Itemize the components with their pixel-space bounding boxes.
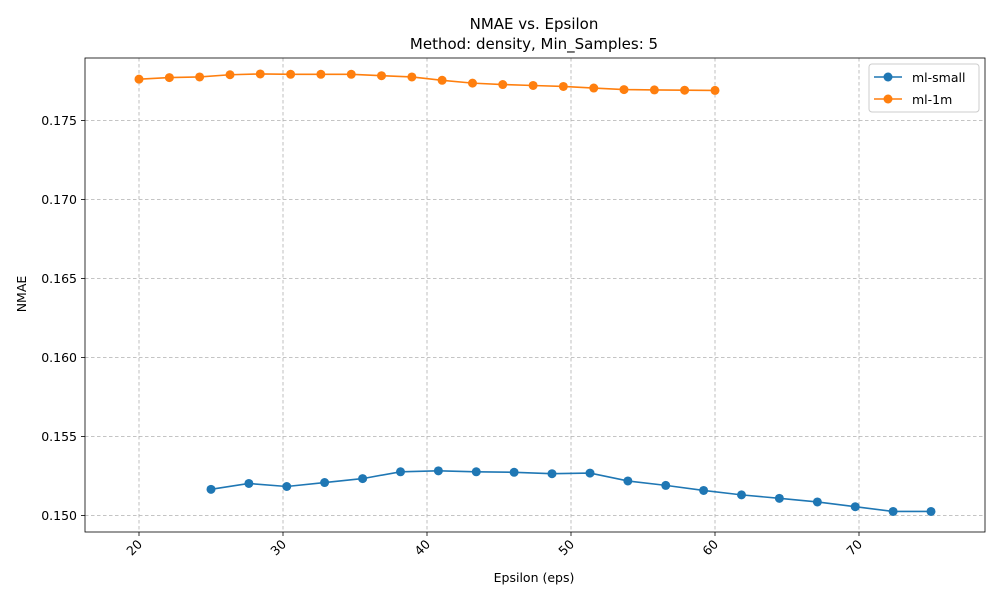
data-point-ml-1m bbox=[255, 69, 265, 79]
data-point-ml-small bbox=[509, 467, 519, 477]
data-point-ml-1m bbox=[710, 85, 720, 95]
data-point-ml-1m bbox=[134, 74, 144, 84]
series-ml-small bbox=[206, 466, 936, 516]
data-point-ml-small bbox=[244, 478, 254, 488]
y-tick-label: 0.155 bbox=[41, 429, 77, 444]
data-point-ml-small bbox=[396, 467, 406, 477]
x-axis-label: Epsilon (eps) bbox=[494, 570, 575, 585]
chart-subtitle: Method: density, Min_Samples: 5 bbox=[410, 35, 658, 54]
plot-frame bbox=[84, 57, 986, 533]
series-layer bbox=[134, 69, 936, 516]
data-point-ml-small bbox=[699, 485, 709, 495]
data-point-ml-1m bbox=[286, 69, 296, 79]
data-point-ml-1m bbox=[468, 78, 478, 88]
data-point-ml-1m bbox=[164, 73, 174, 83]
series-line-ml-small bbox=[210, 470, 931, 513]
legend-frame bbox=[868, 63, 980, 113]
data-point-ml-small bbox=[623, 476, 633, 486]
series-ml-1m bbox=[134, 69, 720, 95]
y-tick-label: 0.160 bbox=[41, 350, 77, 365]
legend-entry-ml-small: ml-small bbox=[874, 70, 965, 85]
data-point-ml-small bbox=[433, 466, 443, 476]
grid-layer bbox=[85, 58, 985, 532]
data-point-ml-1m bbox=[498, 80, 508, 90]
y-tick-label: 0.175 bbox=[41, 113, 77, 128]
x-tick-label: 50 bbox=[555, 536, 577, 558]
y-tick-label: 0.170 bbox=[41, 192, 77, 207]
legend-marker-ml-small bbox=[883, 72, 893, 82]
series-line-ml-1m bbox=[138, 73, 716, 92]
data-point-ml-1m bbox=[225, 70, 235, 80]
data-point-ml-small bbox=[471, 467, 481, 477]
data-point-ml-1m bbox=[316, 69, 326, 79]
x-tick-label: 20 bbox=[123, 536, 145, 558]
data-point-ml-small bbox=[358, 474, 368, 484]
data-point-ml-small bbox=[206, 484, 216, 494]
data-point-ml-1m bbox=[437, 75, 447, 85]
legend-label-ml-small: ml-small bbox=[912, 70, 965, 85]
data-point-ml-1m bbox=[558, 81, 568, 91]
chart-title: NMAE vs. Epsilon bbox=[470, 15, 599, 33]
y-tick-label: 0.165 bbox=[41, 271, 77, 286]
x-tick-label: 40 bbox=[411, 536, 433, 558]
x-tick-label: 30 bbox=[267, 536, 289, 558]
data-point-ml-small bbox=[585, 468, 595, 478]
data-point-ml-small bbox=[774, 493, 784, 503]
data-point-ml-1m bbox=[346, 69, 356, 79]
data-point-ml-1m bbox=[195, 72, 205, 82]
data-point-ml-small bbox=[736, 490, 746, 500]
data-point-ml-1m bbox=[376, 71, 386, 81]
data-point-ml-1m bbox=[407, 72, 417, 82]
data-point-ml-small bbox=[547, 469, 557, 479]
data-point-ml-small bbox=[850, 502, 860, 512]
data-point-ml-small bbox=[812, 497, 822, 507]
legend-marker-ml-1m bbox=[883, 94, 893, 104]
data-point-ml-small bbox=[661, 480, 671, 490]
x-tick-label: 60 bbox=[699, 536, 721, 558]
data-point-ml-1m bbox=[680, 85, 690, 95]
data-point-ml-1m bbox=[649, 85, 659, 95]
legend-label-ml-1m: ml-1m bbox=[912, 92, 952, 107]
legend: ml-small ml-1m bbox=[868, 63, 980, 113]
y-axis-label: NMAE bbox=[14, 276, 29, 313]
legend-entry-ml-1m: ml-1m bbox=[874, 92, 952, 107]
data-point-ml-1m bbox=[589, 83, 599, 93]
data-point-ml-small bbox=[320, 478, 330, 488]
data-point-ml-small bbox=[282, 481, 292, 491]
data-point-ml-small bbox=[926, 506, 936, 516]
data-point-ml-1m bbox=[528, 80, 538, 90]
y-tick-label: 0.150 bbox=[41, 508, 77, 523]
x-tick-label: 70 bbox=[843, 536, 865, 558]
data-point-ml-small bbox=[888, 506, 898, 516]
data-point-ml-1m bbox=[619, 85, 629, 95]
